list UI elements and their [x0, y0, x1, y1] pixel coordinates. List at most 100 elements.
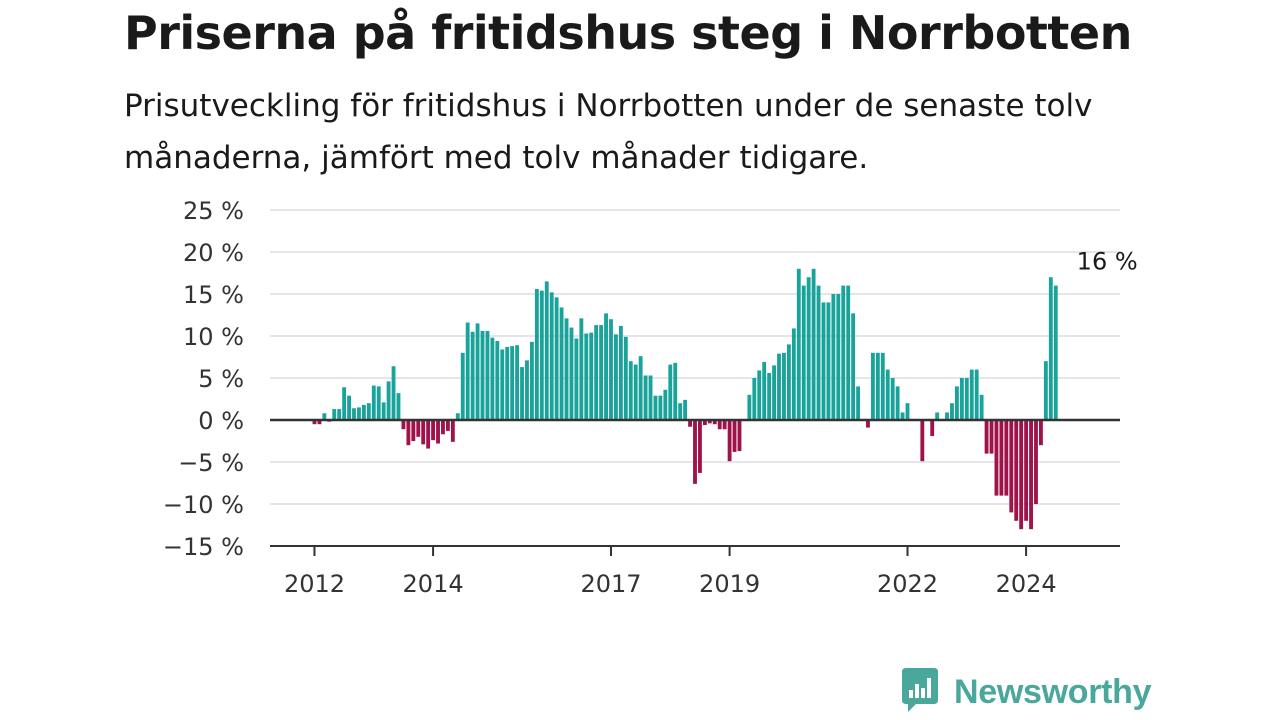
- bar: [1048, 277, 1053, 420]
- bar: [510, 346, 515, 420]
- bar: [880, 352, 885, 420]
- bar: [954, 386, 959, 420]
- y-tick-label: −5 %: [178, 449, 244, 477]
- bar: [554, 297, 559, 420]
- chart-subtitle: Prisutveckling för fritidshus i Norrbott…: [124, 88, 1093, 176]
- bar: [396, 393, 401, 420]
- bar: [386, 381, 391, 420]
- bar: [950, 403, 954, 420]
- bar: [594, 325, 599, 420]
- bar: [376, 386, 381, 420]
- bar: [544, 281, 549, 420]
- bar: [698, 420, 702, 473]
- bar: [767, 372, 772, 420]
- bar: [816, 285, 821, 420]
- bar: [752, 378, 757, 420]
- bar: [782, 352, 786, 420]
- bar: [366, 403, 371, 420]
- bar: [984, 420, 989, 454]
- bar: [599, 325, 604, 420]
- bar: [529, 341, 534, 420]
- bar: [870, 352, 875, 420]
- bar: [885, 369, 890, 420]
- bar: [707, 420, 712, 424]
- bar: [1019, 420, 1024, 530]
- y-tick-label: −10 %: [163, 491, 244, 519]
- bar: [831, 294, 836, 420]
- bar: [747, 394, 752, 420]
- bar: [505, 346, 510, 420]
- bar: [470, 331, 475, 420]
- bar: [846, 285, 851, 420]
- bar: [436, 420, 440, 444]
- bar: [702, 420, 707, 426]
- y-tick-label: 5 %: [198, 365, 244, 393]
- bar: [688, 420, 692, 427]
- bar: [856, 386, 861, 420]
- bar: [584, 333, 589, 420]
- bar: [1053, 285, 1058, 420]
- bar: [806, 277, 811, 420]
- bar: [722, 420, 727, 430]
- bar: [653, 395, 658, 420]
- bar: [564, 318, 569, 420]
- bar: [475, 323, 480, 420]
- latest-value-annotation: 16 %: [1077, 248, 1138, 276]
- bar: [490, 337, 495, 420]
- bar: [727, 420, 732, 462]
- bar: [455, 413, 460, 420]
- bar: [322, 413, 327, 420]
- bar: [337, 409, 342, 420]
- bar: [574, 338, 579, 420]
- bar: [421, 420, 426, 445]
- x-tick-label: 2019: [699, 570, 760, 598]
- bar: [618, 325, 623, 420]
- bar: [969, 369, 974, 420]
- bar: [460, 352, 465, 420]
- bar: [811, 268, 816, 420]
- bar: [678, 403, 683, 420]
- x-tick-label: 2014: [403, 570, 464, 598]
- bar: [717, 420, 722, 430]
- bar: [361, 404, 366, 420]
- axes: 25 % 20 % 15 % 10 % 5 % 0 % −5 % −10 % −15 % 2012…: [163, 197, 1120, 598]
- bar: [999, 420, 1004, 496]
- x-tick-label: 2017: [580, 570, 641, 598]
- bar: [371, 385, 376, 420]
- bar: [534, 288, 539, 420]
- y-tick-label: 25 %: [183, 197, 244, 225]
- bar: [905, 403, 910, 420]
- bar: [347, 395, 351, 420]
- bar: [663, 389, 668, 420]
- bar: [866, 420, 870, 428]
- y-tick-label: 15 %: [183, 281, 244, 309]
- bar: [964, 378, 969, 420]
- bar: [495, 341, 500, 420]
- bar: [762, 362, 767, 420]
- bar: [693, 420, 697, 484]
- y-tick-label: 0 %: [198, 407, 244, 435]
- bar: [895, 386, 900, 420]
- bar: [441, 420, 445, 435]
- y-tick-label: 10 %: [183, 323, 244, 351]
- brand-name: Newsworthy: [954, 672, 1152, 711]
- bar: [786, 344, 791, 420]
- bar: [979, 394, 984, 420]
- bar: [416, 420, 421, 437]
- bar: [836, 294, 841, 420]
- bar: [1024, 420, 1029, 521]
- bar: [614, 334, 618, 420]
- bar: [633, 364, 638, 420]
- bar: [485, 330, 490, 420]
- bar: [683, 399, 688, 420]
- chart-title: Priserna på fritidshus steg i Norrbotten: [124, 6, 1132, 60]
- bar: [801, 285, 806, 420]
- bar: [357, 407, 361, 420]
- bar: [772, 365, 776, 420]
- brand: Newsworthy: [900, 668, 1152, 716]
- bar: [332, 409, 337, 420]
- bar: [821, 302, 826, 420]
- bar: [712, 420, 717, 425]
- bar: [826, 302, 831, 420]
- bar: [796, 268, 801, 420]
